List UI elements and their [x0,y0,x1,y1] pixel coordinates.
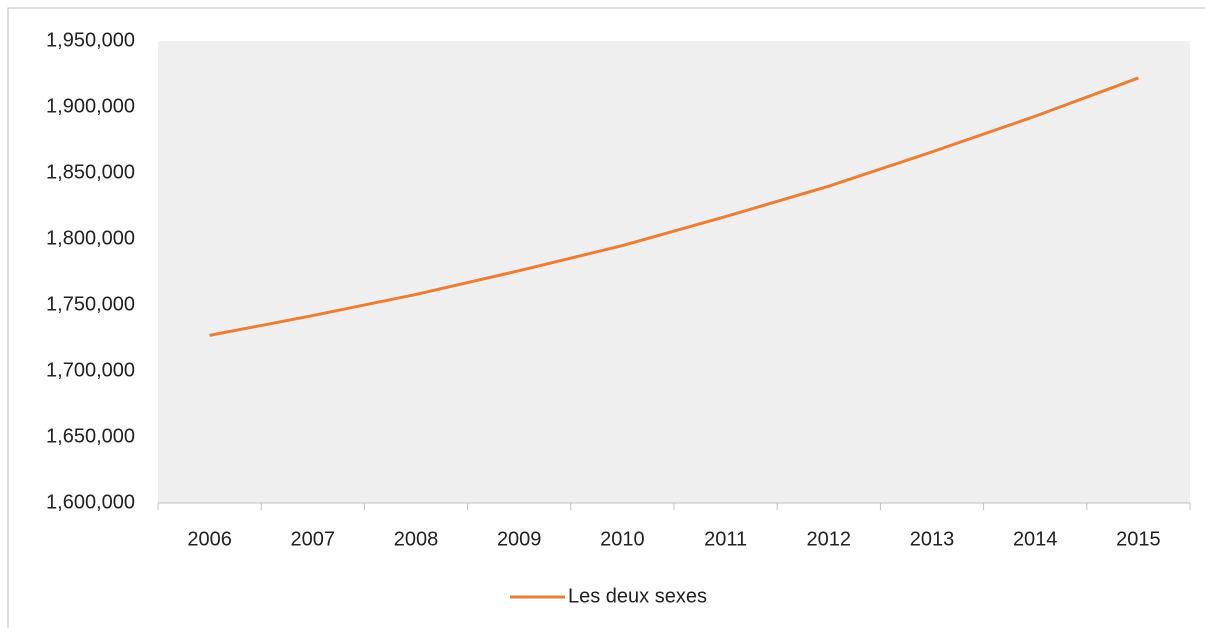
plot-area [158,41,1190,503]
y-tick-label: 1,900,000 [46,95,135,117]
y-tick-label: 1,800,000 [46,227,135,249]
y-tick-label: 1,700,000 [46,359,135,381]
x-tick-label: 2012 [807,528,852,550]
x-tick-label: 2008 [394,528,439,550]
y-tick-label: 1,650,000 [46,425,135,447]
y-tick-label: 1,600,000 [46,491,135,513]
data-line [209,76,1139,337]
legend-label: Les deux sexes [568,585,707,607]
x-tick-label: 2007 [291,528,336,550]
y-tick-label: 1,850,000 [46,161,135,183]
x-tick-label: 2006 [187,528,232,550]
y-tick-label: 1,750,000 [46,293,135,315]
x-tick-label: 2011 [704,528,747,550]
y-tick-label: 1,950,000 [46,29,135,51]
x-tick-label: 2014 [1013,528,1058,550]
chart-frame [7,7,1205,628]
x-tick-label: 2013 [910,528,955,550]
x-tick-label: 2009 [497,528,542,550]
x-tick-label: 2015 [1116,528,1161,550]
x-tick-label: 2010 [600,528,645,550]
